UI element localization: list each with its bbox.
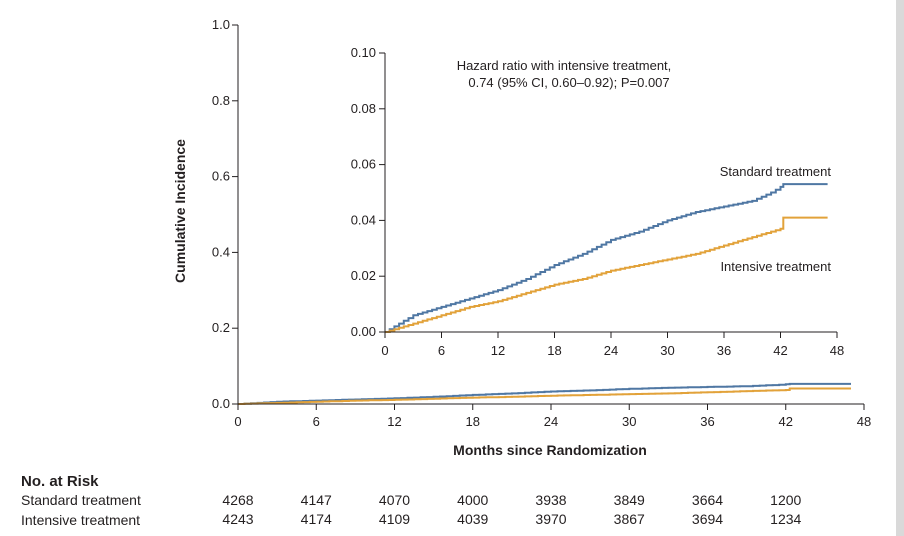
- main-x-tick-label: 24: [544, 414, 558, 429]
- intensive-treatment-series-label: Intensive treatment: [720, 259, 831, 274]
- main-y-tick-label: 0.2: [212, 320, 230, 335]
- inset-series-standard-treatment: [385, 183, 828, 333]
- inset-y-tick-label: 0.04: [351, 212, 376, 227]
- inset-y-ticks: 0.00 0.02 0.04 0.06 0.08 0.10: [351, 45, 385, 339]
- inset-series-intensive-treatment: [385, 216, 828, 333]
- risk-value: 4109: [379, 511, 410, 527]
- risk-value: 4039: [457, 511, 488, 527]
- inset-x-tick-label: 48: [830, 343, 844, 358]
- inset-x-tick-label: 36: [717, 343, 731, 358]
- risk-value: 3970: [535, 511, 566, 527]
- main-x-axis-label: Months since Randomization: [453, 442, 647, 458]
- risk-value: 3867: [614, 511, 645, 527]
- main-x-tick-label: 18: [466, 414, 480, 429]
- main-series-standard-treatment: [238, 382, 851, 405]
- main-x-tick-label: 6: [313, 414, 320, 429]
- main-x-tick-label: 12: [387, 414, 401, 429]
- main-x-tick-label: 0: [234, 414, 241, 429]
- hazard-ratio-annotation-line1: Hazard ratio with intensive treatment,: [457, 58, 672, 73]
- page-edge-strip: [896, 0, 904, 536]
- risk-table: No. at Risk Standard treatment Intensive…: [21, 473, 802, 528]
- main-x-tick-label: 42: [779, 414, 793, 429]
- inset-y-tick-label: 0.00: [351, 324, 376, 339]
- main-y-tick-label: 0.8: [212, 93, 230, 108]
- main-y-tick-label: 1.0: [212, 17, 230, 32]
- inset-x-tick-label: 18: [547, 343, 561, 358]
- inset-x-tick-label: 24: [604, 343, 618, 358]
- risk-value: 1200: [770, 492, 801, 508]
- main-x-ticks: 0 6 12 18 24 30 36 42 48: [234, 404, 871, 429]
- risk-values: 4268 4147 4070 4000 3938 3849 3664 1200 4243 4174…: [222, 492, 801, 527]
- risk-value: 4070: [379, 492, 410, 508]
- risk-value: 4243: [222, 511, 253, 527]
- main-chart: 0.0 0.2 0.4 0.6 0.8 1.0 0 6 12 18 24 30 36 42 48 Cumu…: [172, 17, 871, 458]
- inset-series-group: [385, 183, 828, 333]
- inset-x-tick-label: 30: [660, 343, 674, 358]
- inset-x-ticks: 0 6 12 18 24 30 36 42 48: [381, 332, 844, 358]
- hazard-ratio-annotation-line2: 0.74 (95% CI, 0.60–0.92); P=0.007: [468, 75, 669, 90]
- risk-row-label-intensive: Intensive treatment: [21, 512, 140, 528]
- inset-x-tick-label: 6: [438, 343, 445, 358]
- main-y-ticks: 0.0 0.2 0.4 0.6 0.8 1.0: [212, 17, 238, 411]
- main-x-tick-label: 48: [857, 414, 871, 429]
- risk-value: 4268: [222, 492, 253, 508]
- risk-value: 3664: [692, 492, 723, 508]
- risk-value: 4147: [301, 492, 332, 508]
- inset-y-tick-label: 0.08: [351, 101, 376, 116]
- main-x-tick-label: 30: [622, 414, 636, 429]
- risk-value: 1234: [770, 511, 801, 527]
- risk-table-title: No. at Risk: [21, 473, 99, 490]
- standard-treatment-series-label: Standard treatment: [720, 164, 832, 179]
- main-y-tick-label: 0.0: [212, 396, 230, 411]
- main-x-tick-label: 36: [700, 414, 714, 429]
- risk-row-label-standard: Standard treatment: [21, 492, 141, 508]
- risk-value: 3694: [692, 511, 723, 527]
- inset-y-tick-label: 0.10: [351, 45, 376, 60]
- inset-y-tick-label: 0.02: [351, 268, 376, 283]
- main-series-group: [238, 382, 851, 405]
- risk-value: 4000: [457, 492, 488, 508]
- inset-x-tick-label: 42: [773, 343, 787, 358]
- inset-y-tick-label: 0.06: [351, 157, 376, 172]
- risk-value: 3849: [614, 492, 645, 508]
- inset-x-tick-label: 0: [381, 343, 388, 358]
- main-series-intensive-treatment: [238, 387, 851, 405]
- risk-value: 4174: [301, 511, 332, 527]
- main-y-tick-label: 0.4: [212, 244, 230, 259]
- main-y-tick-label: 0.6: [212, 169, 230, 184]
- inset-x-tick-label: 12: [491, 343, 505, 358]
- risk-value: 3938: [535, 492, 566, 508]
- main-y-axis-label: Cumulative Incidence: [172, 139, 188, 283]
- inset-chart: 0.00 0.02 0.04 0.06 0.08 0.10 0 6 12 18 24 30 36 42 4…: [351, 45, 845, 358]
